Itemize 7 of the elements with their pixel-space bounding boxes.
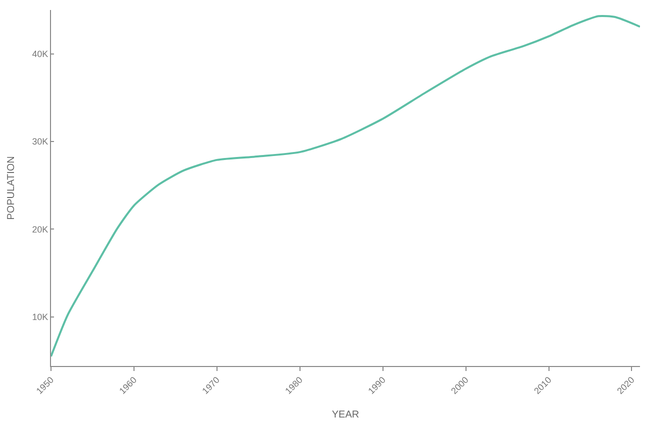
line-series <box>51 14 640 358</box>
y-axis-title: POPULATION <box>6 156 18 220</box>
y-tick-label: 20K <box>32 224 48 234</box>
x-axis-title: YEAR <box>332 410 360 421</box>
y-tick-label: 10K <box>32 312 48 322</box>
y-tick-label: 40K <box>32 48 48 59</box>
y-tick-label: 30K <box>32 136 48 147</box>
